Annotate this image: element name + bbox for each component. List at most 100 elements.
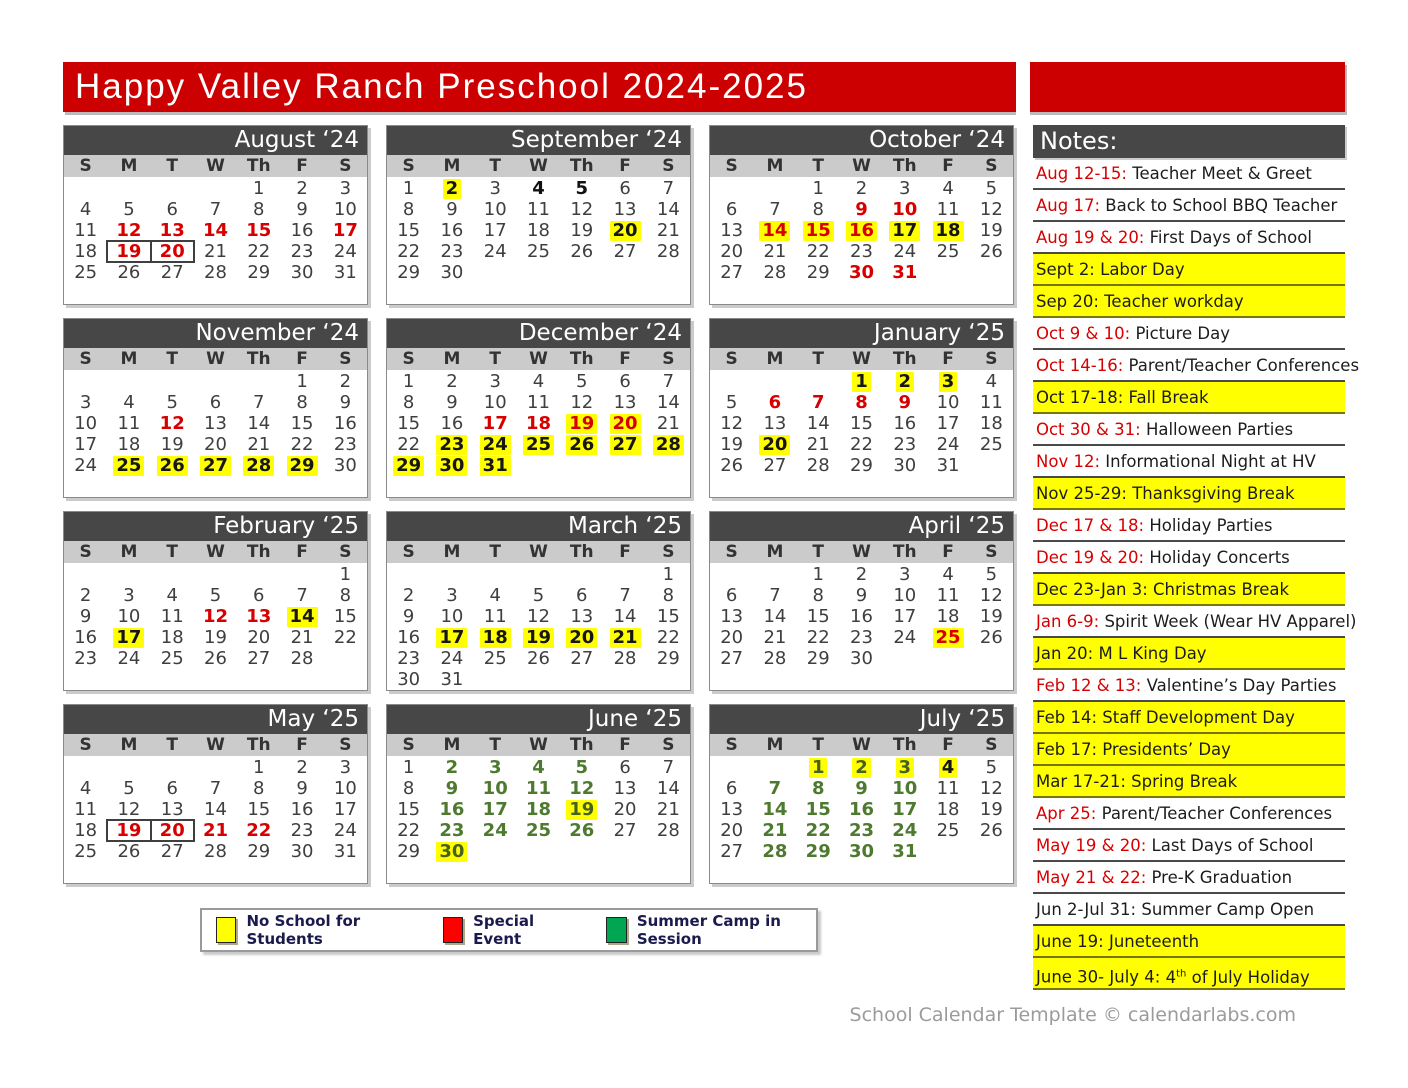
day-number: 17: [436, 628, 468, 648]
day-cell: 18: [926, 799, 969, 820]
day-cell: 17: [926, 413, 969, 434]
day-cell: 12: [560, 199, 603, 220]
day-cell: 14: [753, 799, 796, 820]
day-number: 1: [402, 178, 415, 199]
day-cell: 12: [107, 799, 150, 820]
day-cell: 24: [324, 820, 367, 841]
day-of-week-label: T: [489, 735, 501, 755]
day-number: 12: [569, 778, 595, 799]
days-grid: 1 2 3 4 5 6 7 8 9 10 11 12 13 14 15 16 17 18 19 20 21 22 23 24 2…: [64, 371, 367, 476]
day-number: 25: [74, 262, 98, 283]
day-of-week-row: S M T W Th F S: [387, 541, 690, 563]
day-cell: 5: [710, 392, 753, 413]
day-cell: 3: [474, 371, 517, 392]
day-cell: 4: [926, 757, 969, 778]
day-number: 7: [662, 757, 675, 778]
empty-day-cell: [797, 371, 840, 392]
day-number: 3: [489, 371, 501, 392]
title-banner: Happy Valley Ranch Preschool 2024-2025: [63, 60, 1345, 116]
day-number: 30: [848, 262, 875, 283]
day-number: 26: [566, 435, 598, 455]
day-number: 27: [609, 435, 641, 455]
day-of-week-label: S: [402, 542, 415, 562]
note-description: Christmas Break: [1153, 580, 1290, 599]
day-number: 31: [892, 841, 918, 862]
day-cell: 7: [753, 199, 796, 220]
day-cell: 11: [151, 606, 194, 627]
day-number: 8: [296, 392, 308, 413]
day-of-week-row: S M T W Th F S: [387, 155, 690, 177]
day-of-week-label: Th: [246, 735, 271, 755]
month-title: October ‘24: [710, 126, 1013, 155]
day-of-week-label: W: [852, 542, 871, 562]
day-cell: 12: [151, 413, 194, 434]
day-cell: 8: [280, 392, 323, 413]
day-number: 29: [247, 262, 271, 283]
day-number: 4: [938, 758, 958, 778]
day-number: 1: [808, 758, 828, 778]
day-cell: 13: [151, 220, 194, 241]
day-of-week-label: S: [402, 156, 415, 176]
day-cell: 24: [64, 455, 107, 476]
day-number: 7: [662, 371, 675, 392]
day-of-week-label: F: [296, 156, 308, 176]
day-cell: 1: [797, 757, 840, 778]
note-item: Oct 30 & 31: Halloween Parties: [1033, 414, 1345, 446]
day-cell: 16: [430, 799, 473, 820]
day-number: 4: [489, 585, 501, 606]
day-of-week-label: T: [489, 156, 501, 176]
day-cell: 6: [603, 757, 646, 778]
day-number: 11: [979, 392, 1003, 413]
day-cell: 19: [970, 220, 1013, 241]
day-number: 7: [209, 199, 222, 220]
day-number: 24: [482, 820, 508, 841]
note-description: Fall Break: [1128, 388, 1209, 407]
day-cell: 19: [151, 434, 194, 455]
day-number: 28: [763, 648, 787, 669]
day-number: 8: [253, 199, 265, 220]
day-number: 19: [979, 606, 1003, 627]
day-cell: 26: [560, 434, 603, 455]
day-cell: 31: [430, 669, 473, 690]
day-number: 26: [204, 648, 227, 669]
day-number: 22: [656, 627, 680, 648]
month-title: September ‘24: [387, 126, 690, 155]
day-cell: 21: [280, 627, 323, 648]
day-number: 15: [850, 413, 873, 434]
day-number: 26: [979, 241, 1003, 262]
day-cell: 17: [324, 220, 367, 241]
day-cell: 7: [194, 199, 237, 220]
day-of-week-label: F: [296, 542, 308, 562]
month-title: May ‘25: [64, 705, 367, 734]
note-description: Spring Break: [1131, 772, 1238, 791]
day-cell: 19: [970, 606, 1013, 627]
day-number: 19: [566, 414, 598, 434]
month-title: December ‘24: [387, 319, 690, 348]
day-cell: 27: [151, 262, 194, 283]
empty-day-cell: [64, 564, 107, 585]
empty-day-cell: [194, 178, 237, 199]
note-description: 4th of July Holiday: [1165, 967, 1310, 987]
day-number: 12: [720, 413, 744, 434]
day-cell: 5: [107, 778, 150, 799]
day-number: 9: [445, 778, 459, 799]
day-cell: 25: [517, 241, 560, 262]
day-cell: 28: [280, 648, 323, 669]
day-cell: 20: [560, 627, 603, 648]
day-of-week-label: M: [443, 735, 461, 755]
day-number: 15: [802, 221, 834, 241]
day-number: 19: [160, 434, 184, 455]
days-grid: 1 2 3 4 5 6 7 8 9 10 11 12 13 14 15 16 17 18 19 20 21 22 23 24 2…: [387, 371, 690, 476]
day-number: 29: [393, 456, 425, 476]
day-number: 20: [613, 799, 637, 820]
day-cell: 30: [430, 262, 473, 283]
day-number: 12: [159, 413, 185, 434]
day-cell: 28: [647, 241, 690, 262]
day-cell: 16: [840, 220, 883, 241]
day-cell: 30: [324, 455, 367, 476]
day-number: 23: [397, 648, 421, 669]
day-number: 8: [402, 778, 415, 799]
day-cell: 12: [560, 392, 603, 413]
day-cell: 24: [430, 648, 473, 669]
day-cell: 18: [926, 220, 969, 241]
